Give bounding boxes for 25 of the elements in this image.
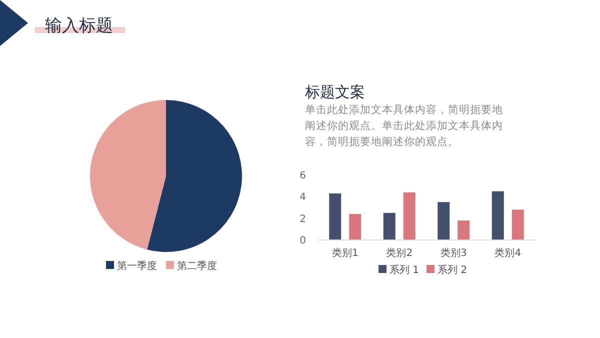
x-tick-label: 类别1 <box>332 247 358 259</box>
y-tick-label: 2 <box>300 214 306 225</box>
pie-slice <box>90 100 166 250</box>
text: 标题文案 <box>304 83 365 101</box>
bar <box>329 193 342 240</box>
bar <box>512 210 524 240</box>
bar <box>349 214 362 240</box>
bar <box>438 202 450 240</box>
bar <box>403 192 416 240</box>
y-tick-label: 4 <box>300 192 306 204</box>
legend-label: 第二季度 <box>177 260 217 272</box>
legend-label: 系列 2 <box>438 264 468 276</box>
legend-label: 系列 1 <box>390 264 420 276</box>
x-tick-label: 类别4 <box>494 247 522 259</box>
text: 单击此处添加文本具体内容，简明扼要地阐述你的观点。单击此处添加文本具体内容，简明扼要地阐述你的观点。 <box>305 103 503 148</box>
bar <box>458 220 470 240</box>
y-tick-label: 6 <box>300 170 306 182</box>
legend-label: 第一季度 <box>117 260 157 272</box>
pie-slice <box>147 100 242 252</box>
x-tick-label: 类别3 <box>440 247 467 259</box>
bar <box>492 191 504 240</box>
bar <box>383 212 396 240</box>
text: 输入标题 <box>45 16 113 36</box>
y-tick-label: 0 <box>300 236 306 246</box>
x-tick-label: 类别2 <box>386 247 413 259</box>
